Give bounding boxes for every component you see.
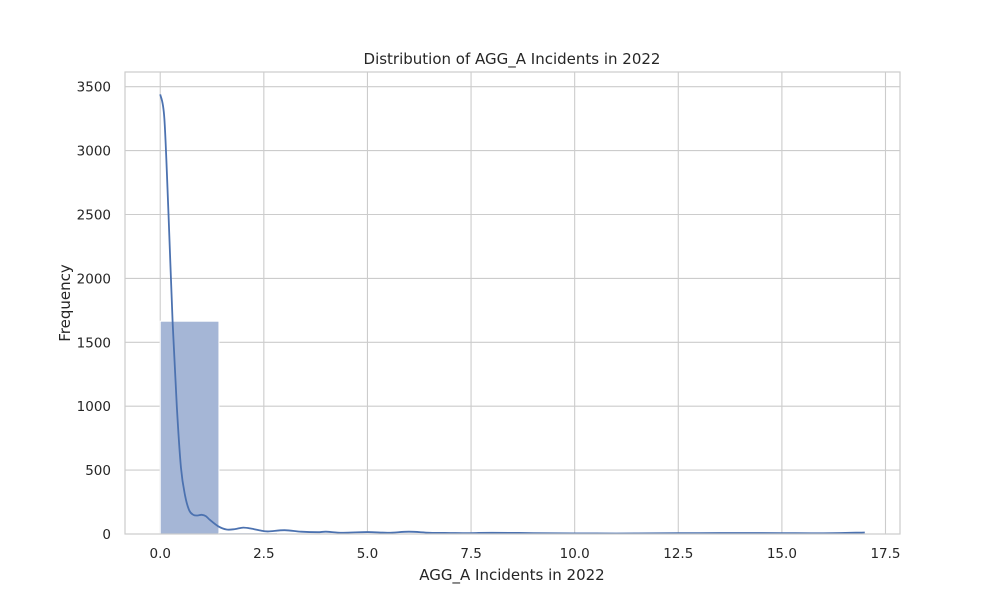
histogram-bar — [159, 320, 220, 535]
x-tick-label: 12.5 — [663, 546, 693, 562]
x-tick-labels: 0.0 2.5 5.0 7.5 10.0 12.5 15.0 17.5 — [149, 546, 900, 562]
kde-line — [159, 94, 865, 535]
y-tick-label: 1000 — [77, 399, 111, 415]
y-tick-label: 500 — [85, 463, 111, 479]
y-tick-labels: 0 500 1000 1500 2000 2500 3000 3500 — [77, 80, 111, 543]
kde-curve — [159, 94, 865, 535]
x-tick-label: 5.0 — [357, 546, 378, 562]
x-tick-label: 17.5 — [870, 546, 900, 562]
plot-background — [125, 72, 900, 534]
x-tick-label: 7.5 — [460, 546, 481, 562]
x-axis-label: AGG_A Incidents in 2022 — [419, 566, 604, 585]
x-tick-label: 15.0 — [767, 546, 797, 562]
x-tick-label: 10.0 — [560, 546, 590, 562]
plot-frame — [124, 71, 901, 535]
y-tick-label: 2000 — [77, 271, 111, 287]
y-tick-label: 3000 — [77, 144, 111, 160]
x-tick-label: 2.5 — [253, 546, 274, 562]
y-tick-label: 1500 — [77, 335, 111, 351]
grid-lines — [125, 72, 900, 535]
y-tick-label: 0 — [102, 527, 111, 543]
y-tick-label: 2500 — [77, 207, 111, 223]
y-axis-label: Frequency — [56, 264, 74, 342]
x-tick-label: 0.0 — [149, 546, 170, 562]
chart-title: Distribution of AGG_A Incidents in 2022 — [364, 50, 661, 69]
y-tick-label: 3500 — [77, 80, 111, 96]
